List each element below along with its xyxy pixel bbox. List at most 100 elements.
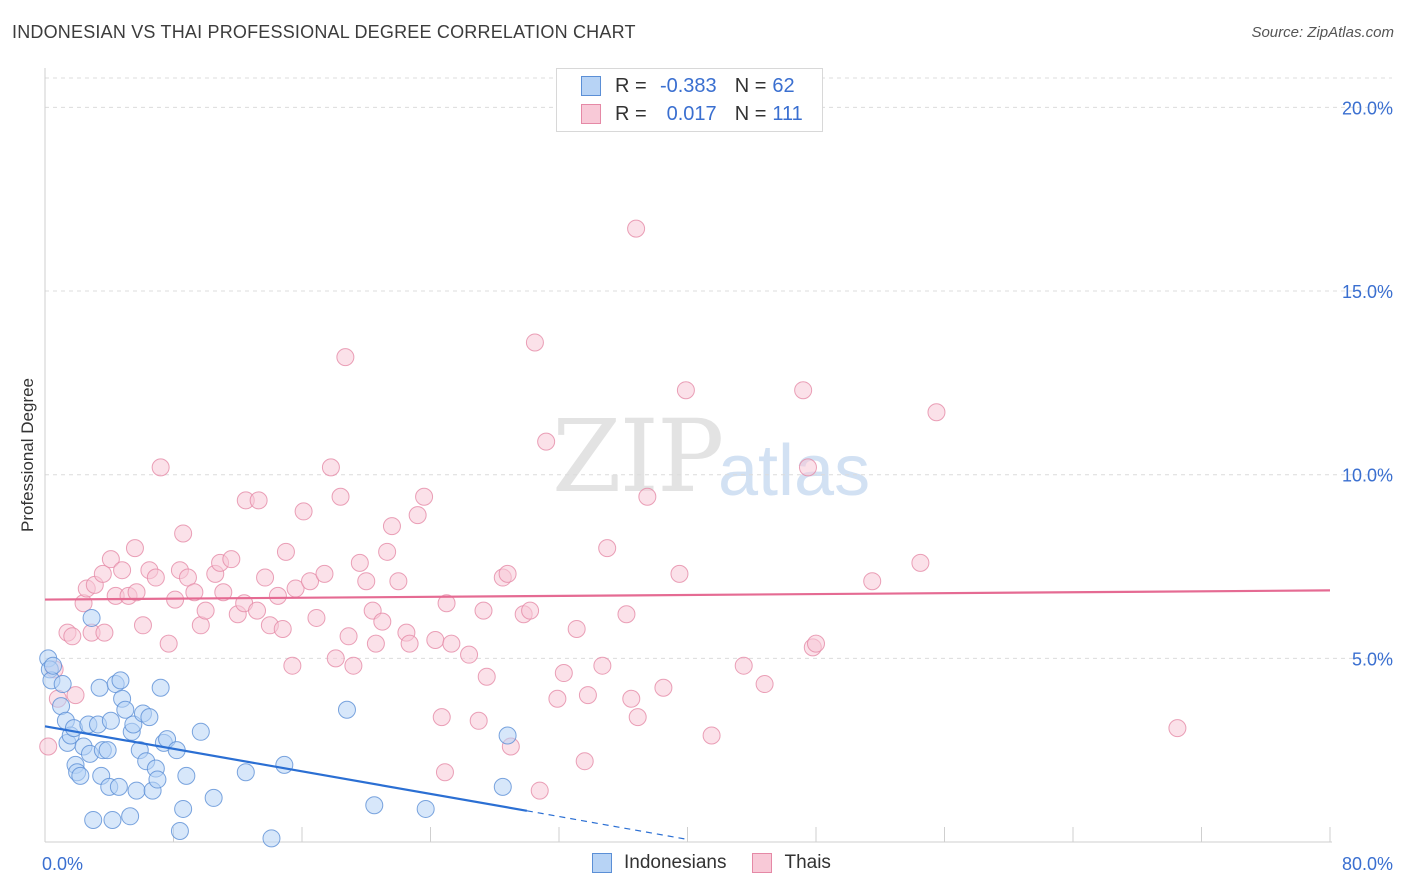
indonesian-point <box>121 807 140 826</box>
n-value: 111 <box>772 102 803 125</box>
thai-points <box>39 219 1187 800</box>
chart-title: INDONESIAN VS THAI PROFESSIONAL DEGREE C… <box>12 22 636 42</box>
thai-point <box>477 667 496 686</box>
indonesian-point <box>204 788 223 807</box>
indonesian-point <box>53 675 72 694</box>
indonesian-point <box>236 763 255 782</box>
thai-point <box>794 381 813 400</box>
indonesian-point <box>90 678 109 697</box>
thai-point <box>567 619 586 638</box>
thai-point <box>307 608 326 627</box>
thai-point <box>469 711 488 730</box>
thai-point <box>214 583 233 602</box>
thai-point <box>95 623 114 642</box>
thai-point <box>426 630 445 649</box>
thai-point <box>146 568 165 587</box>
thai-point <box>344 656 363 675</box>
thai-point <box>283 656 302 675</box>
thai-point <box>125 539 144 558</box>
thai-point <box>863 572 882 591</box>
legend-item-indonesians[interactable]: Indonesians <box>592 852 726 874</box>
thai-point <box>339 627 358 646</box>
thai-point <box>670 564 689 583</box>
y-tick-label: 20.0% <box>1342 98 1393 118</box>
thai-point <box>326 649 345 668</box>
thai-point <box>373 612 392 631</box>
thai-point <box>598 539 617 558</box>
axes <box>44 68 1332 843</box>
correlation-legend: R = -0.383 N = 62 R = 0.017 N = 111 <box>556 68 823 132</box>
thai-point <box>807 634 825 653</box>
thai-point <box>638 487 657 506</box>
indonesian-points <box>39 608 517 848</box>
thai-point <box>400 634 419 653</box>
thai-point <box>350 553 369 572</box>
thai-point <box>622 689 641 708</box>
thai-point <box>530 781 549 800</box>
indonesians-swatch <box>581 76 601 96</box>
thai-point <box>127 583 146 602</box>
legend-item-thais[interactable]: Thais <box>752 852 831 874</box>
indonesian-point <box>416 799 435 818</box>
thai-point <box>435 763 454 782</box>
thai-point <box>382 517 401 536</box>
trend-lines <box>44 589 1331 841</box>
indonesian-point <box>493 777 512 796</box>
indonesian-point <box>170 821 189 840</box>
thai-point <box>248 601 267 620</box>
thai-point <box>63 627 82 646</box>
thai-point <box>273 619 292 638</box>
indonesian-point <box>174 799 193 818</box>
indonesian-point <box>101 711 120 730</box>
source-label: Source: ZipAtlas.com <box>1251 24 1394 41</box>
indonesian-trend-extension <box>526 810 688 841</box>
thai-point <box>575 752 594 771</box>
legend-row-indonesians: R = -0.383 N = 62 <box>581 72 795 100</box>
thai-point <box>321 458 340 477</box>
thai-point <box>357 572 376 591</box>
thai-point <box>628 708 647 727</box>
thai-point <box>498 564 517 583</box>
thai-point <box>249 491 268 510</box>
indonesian-point <box>151 678 170 697</box>
r-value: 0.017 <box>666 102 717 125</box>
indonesian-point <box>337 700 356 719</box>
thai-point <box>113 561 132 580</box>
thai-point <box>268 586 287 605</box>
thai-point <box>222 550 241 569</box>
thai-point <box>174 524 193 543</box>
thai-point <box>93 564 112 583</box>
indonesian-point <box>365 796 384 815</box>
thai-point <box>474 601 493 620</box>
thai-point <box>256 568 275 587</box>
indonesian-point <box>111 671 130 690</box>
indonesian-point <box>140 708 159 727</box>
indonesian-point <box>103 810 122 829</box>
legend-label: Thais <box>784 852 831 873</box>
thai-point <box>927 403 946 422</box>
indonesian-point <box>498 726 517 745</box>
thai-point <box>460 645 479 664</box>
thai-point <box>336 348 355 367</box>
indonesian-point <box>262 829 281 848</box>
thai-point <box>408 506 427 525</box>
r-value: -0.383 <box>659 74 717 97</box>
thai-point <box>654 678 673 697</box>
indonesian-point <box>177 766 196 785</box>
indonesian-point <box>71 766 90 785</box>
thai-point <box>415 487 434 506</box>
r-label: R = <box>615 74 647 97</box>
thai-point <box>301 572 320 591</box>
thai-point <box>366 634 385 653</box>
legend-label: Indonesians <box>624 852 727 873</box>
indonesian-point <box>127 781 146 800</box>
thai-point <box>151 458 170 477</box>
thai-point <box>798 458 817 477</box>
thai-point <box>378 542 397 561</box>
indonesian-point <box>275 755 294 774</box>
thai-point <box>537 432 556 451</box>
thai-point <box>196 601 215 620</box>
indonesian-point <box>84 810 103 829</box>
thai-point <box>521 601 540 620</box>
